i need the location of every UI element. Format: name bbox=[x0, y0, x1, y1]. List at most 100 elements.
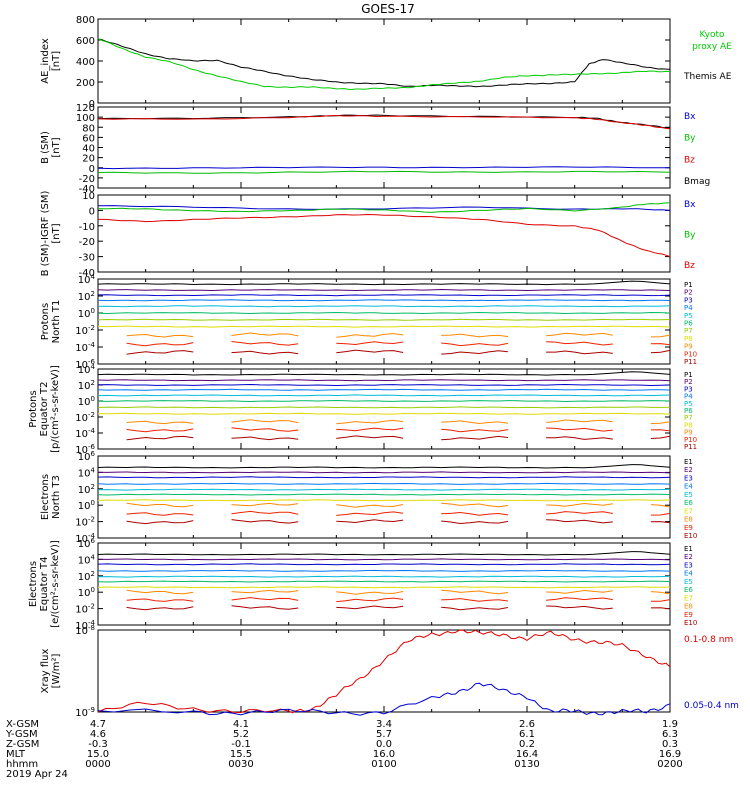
channel-line-e10 bbox=[231, 605, 299, 610]
channel-line-p11 bbox=[126, 350, 194, 355]
channel-line-e8 bbox=[231, 589, 299, 594]
channel-line-e3 bbox=[97, 476, 671, 479]
legend-entry: P9 bbox=[684, 343, 693, 351]
legend-entry: E5 bbox=[684, 578, 693, 586]
plot-title: GOES-17 bbox=[361, 2, 415, 16]
channel-line-p11 bbox=[231, 350, 299, 355]
panel-1: 800 600 400 200 0 AE_index [nT] Kyoto proxy AE Th… bbox=[40, 15, 732, 110]
legend-entry: E10 bbox=[684, 619, 697, 627]
channel-line-p10 bbox=[546, 427, 613, 432]
y-axis-label: North T3 bbox=[51, 475, 62, 519]
y-tick-label: 100 bbox=[78, 586, 95, 599]
y-tick-label: 100 bbox=[76, 113, 95, 124]
legend-entry: Bz bbox=[684, 155, 695, 165]
channel-line-p11 bbox=[441, 435, 508, 441]
channel-line-e10 bbox=[231, 519, 299, 524]
panel-frame bbox=[97, 455, 671, 539]
series-line-bmag bbox=[97, 114, 671, 129]
footer-value: 4.7 bbox=[90, 719, 106, 730]
y-tick-label: 20 bbox=[82, 154, 95, 165]
channel-line-e9 bbox=[126, 598, 194, 602]
y-tick-label: -10 bbox=[79, 222, 95, 233]
legend-entry: E4 bbox=[684, 483, 693, 491]
footer-value: 6.1 bbox=[519, 729, 535, 740]
footer-value: 5.2 bbox=[233, 729, 249, 740]
legend-entry: P3 bbox=[684, 385, 693, 393]
y-tick-label: 102 bbox=[78, 290, 95, 303]
y-axis-label: [nT] bbox=[51, 51, 62, 71]
channel-line-p10 bbox=[650, 429, 671, 432]
channel-line-p3 bbox=[97, 383, 671, 387]
legend-entry: P1 bbox=[684, 371, 693, 379]
channel-line-p5 bbox=[97, 394, 671, 397]
footer-value: 4.1 bbox=[233, 719, 249, 730]
footer-value: 5.7 bbox=[376, 729, 392, 740]
channel-line-p10 bbox=[336, 427, 404, 432]
channel-line-e2 bbox=[97, 558, 671, 561]
panel-5: 104 102 100 10-2 10-4 10-6 Protons Equator T2 [p… bbox=[28, 363, 697, 456]
y-tick-label: 10-4 bbox=[75, 532, 95, 545]
legend-entry: E6 bbox=[684, 499, 693, 507]
channel-line-p9 bbox=[231, 419, 299, 424]
y-tick-label: 60 bbox=[82, 133, 95, 144]
footer-row-label: MLT bbox=[6, 749, 26, 760]
channel-line-e8 bbox=[441, 589, 508, 595]
channel-line-e9 bbox=[441, 598, 508, 602]
legend-entry: P10 bbox=[684, 436, 697, 444]
channel-line-p9 bbox=[650, 334, 671, 338]
footer-value: 16.9 bbox=[659, 749, 681, 760]
channel-line-p11 bbox=[336, 435, 404, 439]
legend-entry: E9 bbox=[684, 524, 693, 532]
y-axis-label: [W/m²] bbox=[51, 653, 62, 688]
channel-line-e1 bbox=[97, 464, 671, 469]
legend-entry: P6 bbox=[684, 407, 693, 415]
y-axis-label: Protons bbox=[28, 390, 39, 427]
legend-entry: E3 bbox=[684, 561, 693, 569]
channel-line-e8 bbox=[336, 591, 404, 595]
channel-line-e10 bbox=[650, 521, 671, 524]
y-axis-label: Electrons bbox=[28, 561, 39, 607]
channel-line-p11 bbox=[336, 349, 404, 354]
channel-line-e10 bbox=[336, 605, 404, 610]
channel-line-e8 bbox=[231, 502, 299, 507]
channel-line-p9 bbox=[336, 419, 404, 425]
channel-line-e9 bbox=[546, 597, 613, 601]
footer-value: 3.4 bbox=[376, 719, 392, 730]
channel-line-p10 bbox=[441, 428, 508, 433]
channel-line-e9 bbox=[546, 511, 613, 515]
channel-line-p10 bbox=[231, 427, 299, 432]
panel-8: 10-8 10-9 Xray flux [W/m²] 0.1-0.8 nm 0.05-0.… bbox=[40, 624, 739, 719]
y-axis-label: [p/(cm²-s-sr-keV)] bbox=[50, 365, 61, 453]
y-tick-label: -40 bbox=[79, 184, 95, 195]
channel-line-e8 bbox=[126, 589, 194, 595]
legend-entry: E7 bbox=[684, 507, 693, 515]
legend-entry: E4 bbox=[684, 570, 693, 578]
series-line-bz bbox=[98, 213, 671, 258]
channel-line-p10 bbox=[441, 342, 508, 347]
legend-entry: P4 bbox=[684, 393, 693, 401]
legend-entry: By bbox=[684, 231, 696, 241]
legend-entry: E1 bbox=[684, 458, 693, 466]
footer-value: -0.1 bbox=[231, 739, 251, 750]
channel-line-e8 bbox=[126, 502, 194, 508]
legend-entry: E6 bbox=[684, 586, 693, 594]
channel-line-p10 bbox=[126, 342, 194, 347]
y-axis-label: [nT] bbox=[51, 223, 62, 243]
y-tick-label: 10-4 bbox=[75, 619, 95, 632]
y-tick-label: 104 bbox=[78, 363, 96, 376]
footer-row-label: Z-GSM bbox=[6, 739, 39, 750]
legend-entry: E7 bbox=[684, 594, 693, 602]
footer-value: 0.2 bbox=[519, 739, 535, 750]
y-tick-label: 0 bbox=[89, 206, 95, 217]
footer-value: 0000 bbox=[85, 759, 110, 770]
y-tick-label: 10 bbox=[82, 191, 95, 202]
channel-line-e8 bbox=[650, 504, 671, 508]
channel-line-e1 bbox=[97, 551, 671, 556]
panel-7: 106 104 102 100 10-2 10-4 Electrons Equator T4[… bbox=[28, 537, 697, 632]
legend-entry: P5 bbox=[684, 312, 693, 320]
y-tick-label: -40 bbox=[79, 268, 95, 279]
channel-line-p3 bbox=[97, 294, 671, 297]
series-line-themis-ae bbox=[97, 38, 671, 88]
series-line-bx bbox=[97, 205, 671, 211]
